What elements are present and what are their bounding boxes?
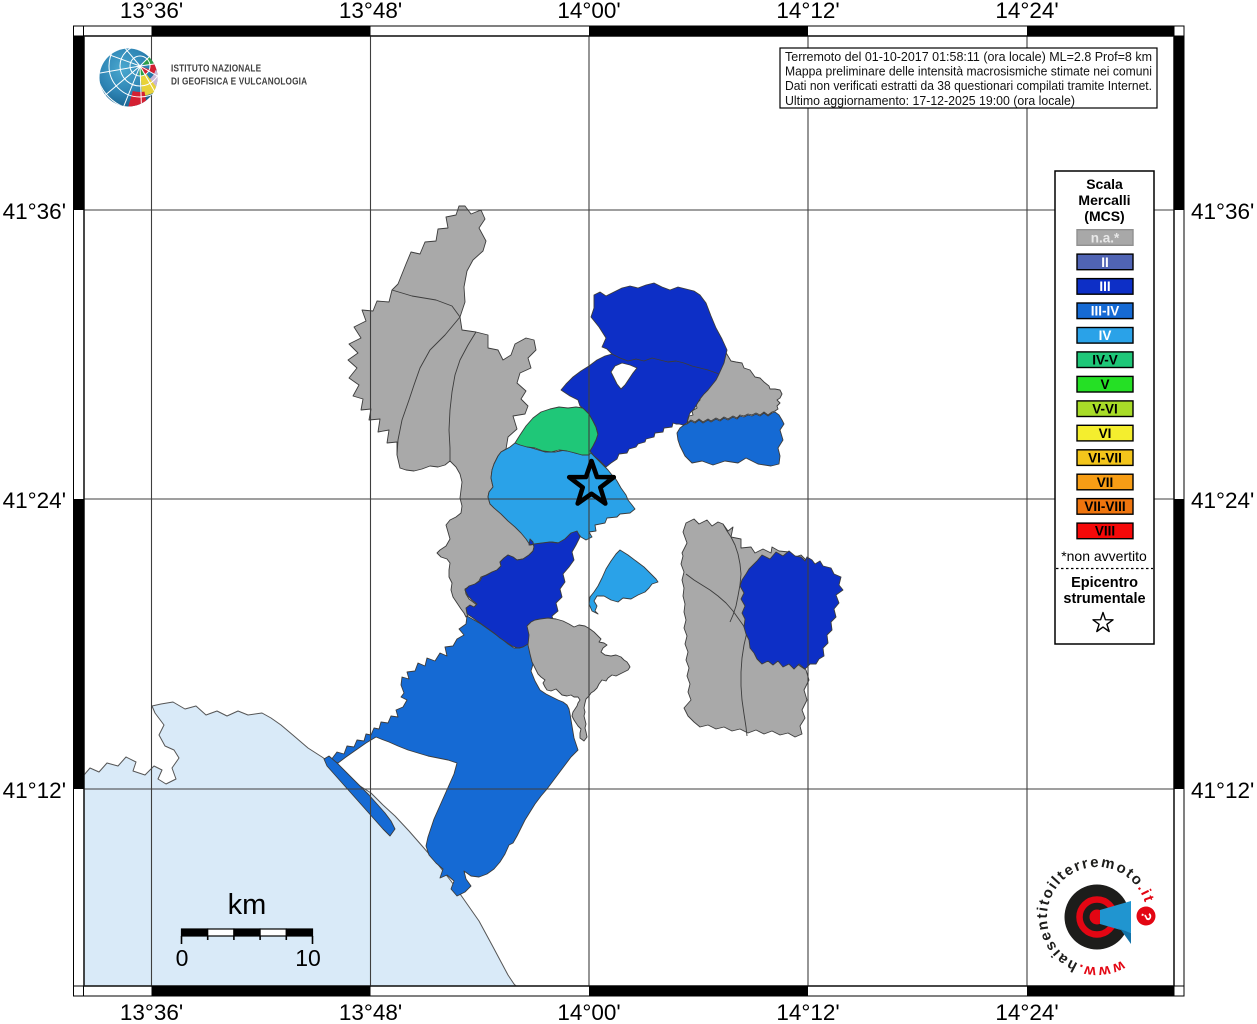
svg-text:14°24': 14°24' (995, 0, 1058, 23)
svg-text:14°12': 14°12' (776, 0, 839, 23)
svg-text:13°48': 13°48' (339, 0, 402, 23)
svg-text:14°12': 14°12' (776, 1000, 839, 1024)
svg-text:Mappa preliminare delle intens: Mappa preliminare delle intensità macros… (785, 64, 1152, 79)
svg-text:Scala: Scala (1086, 176, 1123, 192)
svg-text:VI-VII: VI-VII (1088, 450, 1122, 465)
svg-text:II: II (1101, 255, 1109, 270)
svg-text:13°36': 13°36' (120, 0, 183, 23)
svg-text:km: km (228, 889, 267, 921)
svg-text:III: III (1099, 279, 1110, 294)
svg-text:Terremoto del 01-10-2017 01:58: Terremoto del 01-10-2017 01:58:11 (ora l… (785, 49, 1152, 64)
svg-text:strumentale: strumentale (1063, 591, 1145, 607)
svg-text:41°12': 41°12' (3, 778, 66, 803)
svg-text:41°24': 41°24' (1191, 488, 1254, 513)
svg-text:VII: VII (1097, 475, 1114, 490)
svg-text:14°24': 14°24' (995, 1000, 1058, 1024)
svg-text:n.a.*: n.a.* (1091, 230, 1120, 245)
svg-text:0: 0 (176, 945, 189, 971)
svg-text:41°36': 41°36' (1191, 199, 1254, 224)
svg-text:IV-V: IV-V (1092, 353, 1118, 368)
svg-text:?: ? (1138, 910, 1156, 922)
svg-text:III-IV: III-IV (1091, 304, 1120, 319)
svg-text:Dati non verificati estratti d: Dati non verificati estratti da 38 quest… (785, 78, 1152, 93)
svg-text:Ultimo aggiornamento: 17-12-20: Ultimo aggiornamento: 17-12-2025 19:00 (… (785, 93, 1075, 108)
svg-text:VI: VI (1099, 426, 1112, 441)
svg-text:V: V (1100, 377, 1109, 392)
svg-text:Epicentro: Epicentro (1071, 575, 1138, 591)
svg-text:DI GEOFISICA E VULCANOLOGIA: DI GEOFISICA E VULCANOLOGIA (171, 76, 307, 87)
svg-text:IV: IV (1099, 328, 1112, 343)
svg-text:41°12': 41°12' (1191, 778, 1254, 803)
svg-text:13°48': 13°48' (339, 1000, 402, 1024)
svg-text:14°00': 14°00' (557, 1000, 620, 1024)
svg-text:41°24': 41°24' (3, 488, 66, 513)
svg-text:V-VI: V-VI (1092, 402, 1118, 417)
svg-text:VII-VIII: VII-VIII (1084, 499, 1125, 514)
svg-text:13°36': 13°36' (120, 1000, 183, 1024)
svg-text:ISTITUTO NAZIONALE: ISTITUTO NAZIONALE (171, 63, 261, 74)
svg-text:Mercalli: Mercalli (1078, 192, 1130, 208)
svg-text:VIII: VIII (1095, 524, 1115, 539)
svg-text:*non avvertito: *non avvertito (1061, 548, 1147, 564)
svg-text:10: 10 (295, 945, 321, 971)
svg-text:(MCS): (MCS) (1084, 208, 1124, 224)
svg-text:41°36': 41°36' (3, 199, 66, 224)
svg-text:14°00': 14°00' (557, 0, 620, 23)
